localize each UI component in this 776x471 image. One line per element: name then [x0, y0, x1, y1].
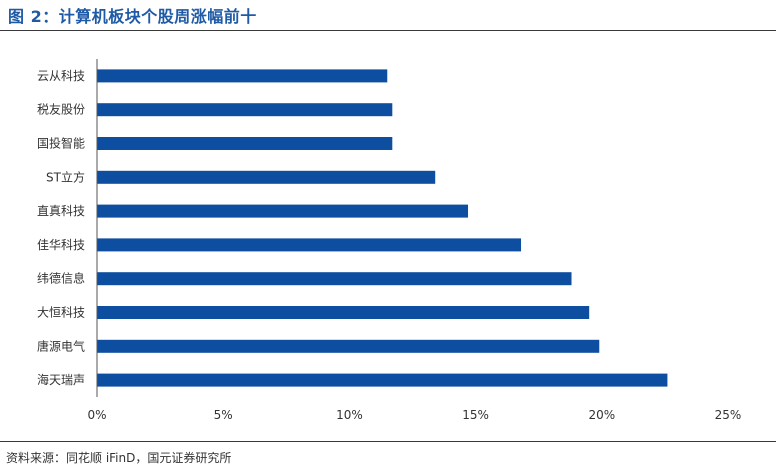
bar: [97, 373, 668, 387]
category-label: 纬德信息: [37, 271, 85, 286]
title-rule: [0, 30, 776, 31]
bar: [97, 339, 600, 353]
category-label: 云从科技: [37, 69, 85, 83]
bar: [97, 103, 393, 117]
x-tick-label: 10%: [336, 408, 363, 422]
x-tick-label: 5%: [214, 408, 233, 422]
source-note: 资料来源：同花顺 iFinD，国元证券研究所: [6, 451, 232, 465]
x-tick-label: 15%: [462, 408, 489, 422]
bar: [97, 306, 590, 319]
category-label: 海天瑞声: [37, 372, 85, 387]
category-label: 大恒科技: [37, 306, 85, 320]
bar: [97, 137, 393, 150]
bar: [97, 170, 436, 184]
category-label: ST立方: [46, 169, 85, 184]
x-tick-label: 20%: [588, 408, 615, 422]
bar: [97, 69, 388, 83]
category-label: 佳华科技: [37, 238, 85, 252]
bar: [97, 272, 572, 286]
bar: [97, 238, 522, 252]
category-label: 唐源电气: [37, 338, 85, 353]
x-tick-label: 0%: [87, 408, 106, 422]
category-label: 税友股份: [37, 103, 85, 117]
x-tick-label: 25%: [715, 408, 742, 422]
category-label: 国投智能: [37, 136, 85, 151]
bar: [97, 204, 469, 218]
figure-title: 图 2：计算机板块个股周涨幅前十: [8, 7, 257, 26]
source-rule: [0, 441, 776, 442]
category-label: 直真科技: [37, 204, 85, 218]
